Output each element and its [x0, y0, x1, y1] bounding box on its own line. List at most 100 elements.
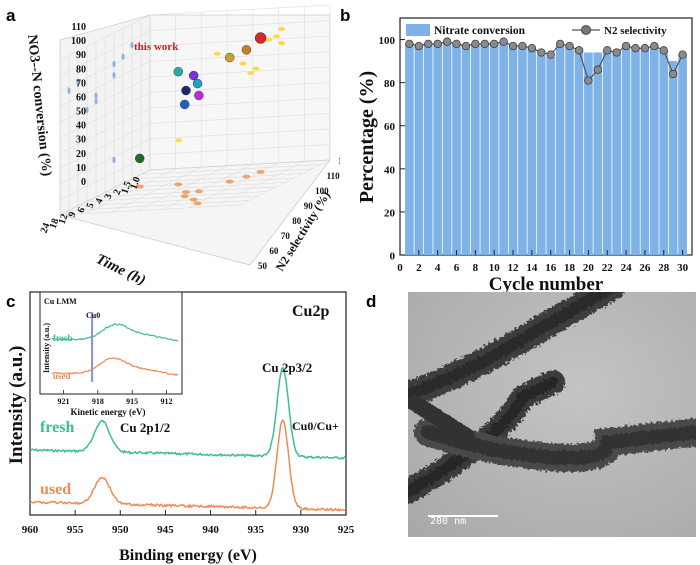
chart-b-xtick: 0 [397, 262, 403, 274]
point-n2-selectivity [659, 46, 668, 55]
chart-a-xtick: 24 [39, 222, 53, 235]
inset-xlabel: Kinetic energy (eV) [71, 407, 146, 417]
bar-nitrate-conversion [405, 43, 414, 255]
point-n2-selectivity [424, 39, 433, 49]
label-fresh: fresh [40, 419, 74, 436]
chart-a-ztick: 120 [338, 156, 340, 166]
scatter-a-side-shadow [112, 60, 116, 68]
annotation-cu0-cu: Cu0/Cu+ [292, 419, 339, 433]
chart-a-ylabel: NO3--N conversion (%) [24, 34, 54, 177]
bar-nitrate-conversion [527, 48, 537, 255]
point-n2-selectivity [650, 41, 659, 51]
chart-a-ytick: 100 [71, 36, 86, 47]
scatter-a-floor-shadow [135, 184, 144, 189]
chart-c: 960 955 950 945 940 935 930 925 Cu2p fresh used… [6, 291, 355, 564]
point-n2-selectivity [537, 48, 546, 57]
chart-a-xtick: 6 [76, 206, 88, 214]
scatter-a-point [225, 52, 235, 63]
scatter-a-side-shadow [121, 53, 125, 60]
bar-nitrate-conversion [499, 41, 508, 256]
point-n2-selectivity [414, 41, 423, 51]
chart-a-ytick: 30 [76, 135, 86, 146]
point-n2-selectivity [490, 39, 499, 49]
point-n2-selectivity [678, 50, 687, 59]
point-n2-selectivity [631, 44, 640, 53]
point-n2-selectivity [565, 41, 574, 51]
bar-nitrate-conversion [678, 54, 687, 255]
chart-a-xtick: 5 [85, 201, 97, 209]
inset-xtick: 921 [57, 397, 69, 406]
chart-b-xtick: 18 [564, 262, 576, 274]
scatter-a-point [194, 90, 204, 101]
chart-b-xtick: 24 [621, 262, 633, 274]
point-n2-selectivity [574, 46, 584, 55]
scatter-a-wall-shadow [265, 37, 273, 42]
chart-c-xtick: 930 [293, 524, 310, 536]
chart-a-xtick: 2 [112, 188, 124, 196]
bar-nitrate-conversion [471, 43, 480, 255]
scatter-a-point [180, 99, 190, 110]
scale-bar-label: 200 nm [430, 516, 466, 527]
chart-b-ylabel: Percentage (%) [356, 71, 378, 203]
xps-used-curve [29, 418, 347, 512]
scatter-a-wall-shadow [272, 34, 280, 39]
chart-c-xtick: 950 [112, 524, 129, 536]
scatter-a-side-shadow [94, 92, 98, 99]
point-n2-selectivity [442, 37, 452, 46]
scatter-a-wall-shadow [278, 26, 286, 31]
chart-b-xlabel: Cycle number [489, 274, 604, 295]
chart-a-ztick: 110 [327, 171, 340, 181]
chart-b-ytick: 80 [384, 78, 396, 90]
bar-nitrate-conversion [518, 46, 527, 255]
bar-nitrate-conversion [602, 50, 612, 256]
label-used: used [40, 481, 71, 498]
chart-a-xtick: 1.0 [128, 175, 143, 191]
inset-ylabel: Intensity (a.u.) [42, 323, 51, 373]
chart-a-ztick: 60 [269, 246, 279, 256]
point-n2-selectivity [584, 76, 593, 85]
scatter-a-floor-shadow [189, 197, 198, 202]
bar-nitrate-conversion [508, 46, 518, 255]
panel-letter-b: b [340, 6, 351, 25]
chart-a-xtick: 12 [57, 213, 71, 226]
legend-label-line: N2 selectivity [604, 25, 667, 37]
chart-c-xlabel: Binding energy (eV) [119, 547, 257, 564]
chart-a-ytick: 10 [76, 163, 86, 174]
bar-nitrate-conversion [668, 61, 678, 255]
scatter-a-point [192, 78, 203, 89]
panel-letter-a: a [6, 6, 16, 25]
bar-nitrate-conversion [649, 46, 659, 255]
chart-c-plot-frame [29, 291, 347, 516]
chart-a-ztick: 50 [258, 261, 268, 271]
panel-letter-c: c [6, 292, 16, 311]
scatter-a-floor-shadow [174, 182, 183, 187]
chart-a-xtick: 1.5 [119, 180, 134, 196]
inset-marker-label: Cu0 [86, 311, 100, 320]
chart-b-ytick: 20 [384, 207, 396, 219]
chart-a-xtick: 3 [103, 192, 115, 200]
chart-c-ylabel: Intensity (a.u.) [6, 346, 27, 465]
scatter-a-wall-shadow [213, 51, 221, 56]
legend-swatch-bar [406, 24, 430, 36]
inset-xtick: 918 [92, 397, 104, 406]
point-n2-selectivity [508, 41, 518, 51]
chart-a-ztick: 90 [304, 201, 314, 211]
scatter-a-point [173, 67, 183, 77]
chart-b-xtick: 16 [545, 262, 557, 274]
bar-nitrate-conversion [536, 54, 546, 255]
legend-label-bar: Nitrate conversion [434, 25, 526, 37]
point-n2-selectivity [640, 44, 650, 53]
scatter-a-side-shadow [130, 41, 134, 49]
bar-nitrate-conversion [480, 43, 490, 255]
scatter-a-side-shadow [94, 97, 98, 105]
chart-b-xtick: 30 [677, 262, 689, 274]
chart-b-xtick: 4 [435, 262, 441, 274]
inset-label-fresh: fresh [53, 333, 72, 343]
inset-xtick: 912 [161, 397, 173, 406]
bar-nitrate-conversion [546, 56, 556, 256]
point-n2-selectivity [433, 39, 442, 49]
chart-a-annotation: this work [134, 41, 179, 53]
annotation-cu2p32: Cu 2p3/2 [262, 360, 312, 375]
